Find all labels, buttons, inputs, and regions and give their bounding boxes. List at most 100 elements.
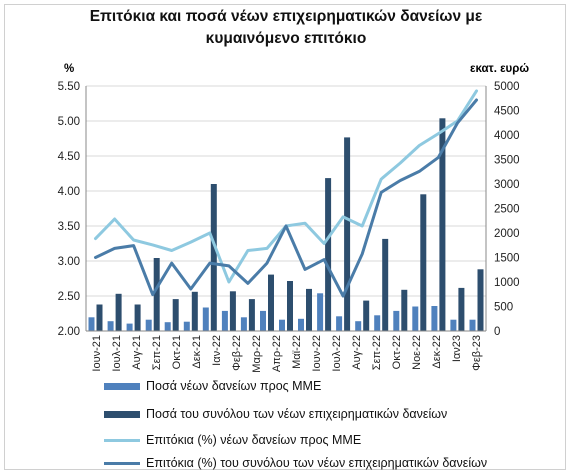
x-tick-label: Δεκ-21: [191, 335, 203, 369]
legend-item-sme-amounts: Ποσά νέων δανείων προς ΜΜΕ: [104, 377, 321, 395]
bar-total-amount: [287, 281, 293, 331]
bar-sme-amount: [183, 321, 190, 331]
bar-total-amount: [172, 299, 179, 331]
y-right-tick-label: 1500: [494, 253, 520, 265]
legend-item-sme-rates: Επιτόκια (%) νέων δανείων προς ΜΜΕ: [104, 431, 361, 449]
legend-swatch-line-dark: [104, 461, 140, 465]
y-right-tick-label: 500: [494, 302, 513, 314]
legend-label: Επιτόκια (%) νέων δανείων προς ΜΜΕ: [146, 433, 362, 447]
bar-series: [88, 118, 484, 332]
legend-item-total-amounts: Ποσά του συνόλου των νέων επιχειρηματικώ…: [104, 405, 447, 423]
bar-sme-amount: [202, 307, 209, 331]
bar-total-amount: [439, 118, 446, 331]
y-right-tick-label: 1000: [494, 277, 520, 289]
y-left-unit-label: %: [64, 63, 74, 75]
bar-total-amount: [344, 137, 351, 331]
axes: 2.00 2.50 3.00 3.50 4.00 4.50 5.00 5.50 0 500 1000…: [58, 81, 520, 373]
legend-label: Επιτόκια (%) του συνόλου των νέων επιχει…: [146, 456, 488, 470]
line-sme-rate: [94, 89, 478, 284]
x-tick-label: Οκτ-21: [171, 335, 183, 369]
bar-sme-amount: [240, 317, 247, 331]
bar-total-amount: [248, 299, 255, 331]
bar-sme-amount: [412, 306, 419, 331]
y-left-tick-label: 5.00: [58, 116, 80, 128]
line-total-rate: [94, 98, 478, 298]
x-tick-label: Αυγ-22: [351, 335, 363, 370]
legend-label: Ποσά νέων δανείων προς ΜΜΕ: [146, 379, 322, 393]
x-tick-label: Ιαν23: [451, 335, 463, 362]
bar-total-amount: [458, 287, 465, 331]
bar-total-amount: [153, 258, 160, 331]
bar-total-amount: [401, 289, 408, 331]
bar-sme-amount: [88, 317, 95, 331]
legend-label: Ποσά του συνόλου των νέων επιχειρηματικώ…: [146, 407, 448, 421]
y-left-tick-label: 3.50: [58, 221, 80, 233]
bar-total-amount: [210, 184, 217, 331]
y-right-tick-label: 2000: [494, 228, 520, 240]
y-right-tick-label: 3000: [494, 179, 520, 191]
line-series: [94, 89, 478, 298]
bar-total-amount: [477, 269, 484, 331]
bar-sme-amount: [393, 310, 400, 331]
bar-total-amount: [306, 288, 312, 331]
bar-sme-amount: [164, 322, 171, 331]
y-right-tick-label: 4500: [494, 106, 520, 118]
y-left-tick-label: 4.00: [58, 186, 80, 198]
y-left-tick-label: 2.00: [58, 326, 80, 338]
x-tick-label: Σεπ-22: [371, 335, 383, 370]
chart-title-line-1: Επιτόκια και ποσά νέων επιχειρηματικών δ…: [89, 8, 483, 25]
bar-sme-amount: [126, 323, 133, 331]
bar-sme-amount: [374, 315, 381, 331]
y-right-tick-label: 3500: [494, 155, 520, 167]
x-tick-label: Σεπ-21: [151, 335, 163, 370]
bar-total-amount: [325, 178, 332, 331]
x-tick-label: Ιαν-22: [211, 335, 223, 366]
x-tick-label: Μαρ-22: [251, 335, 263, 373]
bar-sme-amount: [317, 293, 324, 331]
x-tick-label: Ιουν-22: [311, 335, 323, 372]
bar-total-amount: [229, 291, 236, 331]
chart-title-line-2: κυμαινόμενο επιτόκιο: [205, 30, 367, 47]
legend-swatch-bar-dark: [104, 410, 140, 418]
bar-sme-amount: [279, 319, 285, 331]
y-right-tick-label: 4000: [494, 130, 520, 142]
bar-total-amount: [134, 304, 141, 331]
x-tick-label: Μαϊ-22: [291, 335, 303, 369]
bar-total-amount: [363, 300, 370, 331]
x-tick-label: Φεβ-23: [471, 335, 483, 371]
x-tick-label: Οκτ-22: [391, 335, 403, 369]
x-tick-label: Φεβ-22: [231, 335, 243, 371]
bar-total-amount: [96, 304, 103, 331]
bar-sme-amount: [450, 319, 457, 331]
y-right-tick-label: 2500: [494, 204, 520, 216]
bar-sme-amount: [298, 318, 304, 332]
bar-total-amount: [268, 274, 274, 331]
y-left-tick-label: 5.50: [58, 81, 80, 93]
bar-total-amount: [382, 238, 389, 331]
y-left-tick-label: 4.50: [58, 151, 80, 163]
chart-frame: [4, 4, 566, 470]
bar-total-amount: [420, 194, 427, 331]
legend-swatch-line-light: [104, 438, 140, 442]
x-tick-label: Ιουν-21: [91, 335, 103, 372]
y-right-tick-label: 0: [494, 326, 500, 338]
x-tick-label: Δεκ-22: [431, 335, 443, 369]
bar-total-amount: [115, 293, 122, 331]
legend-swatch-bar-light: [104, 382, 140, 390]
bar-total-amount: [191, 291, 198, 331]
bar-sme-amount: [469, 319, 476, 331]
x-tick-label: Απρ-22: [271, 335, 283, 372]
legend-item-total-rates: Επιτόκια (%) του συνόλου των νέων επιχει…: [104, 454, 487, 472]
bar-sme-amount: [221, 310, 228, 331]
x-tick-label: Ιουλ-21: [111, 335, 123, 372]
bar-sme-amount: [336, 316, 343, 331]
chart-title: Επιτόκια και ποσά νέων επιχειρηματικών δ…: [0, 6, 572, 50]
bar-sme-amount: [431, 306, 438, 331]
bar-sme-amount: [355, 321, 362, 331]
y-right-unit-label: εκατ. ευρώ: [470, 63, 529, 75]
y-right-tick-label: 5000: [494, 81, 520, 93]
bar-sme-amount: [260, 310, 266, 331]
x-tick-label: Αυγ-21: [131, 335, 143, 370]
y-left-tick-label: 2.50: [58, 291, 80, 303]
